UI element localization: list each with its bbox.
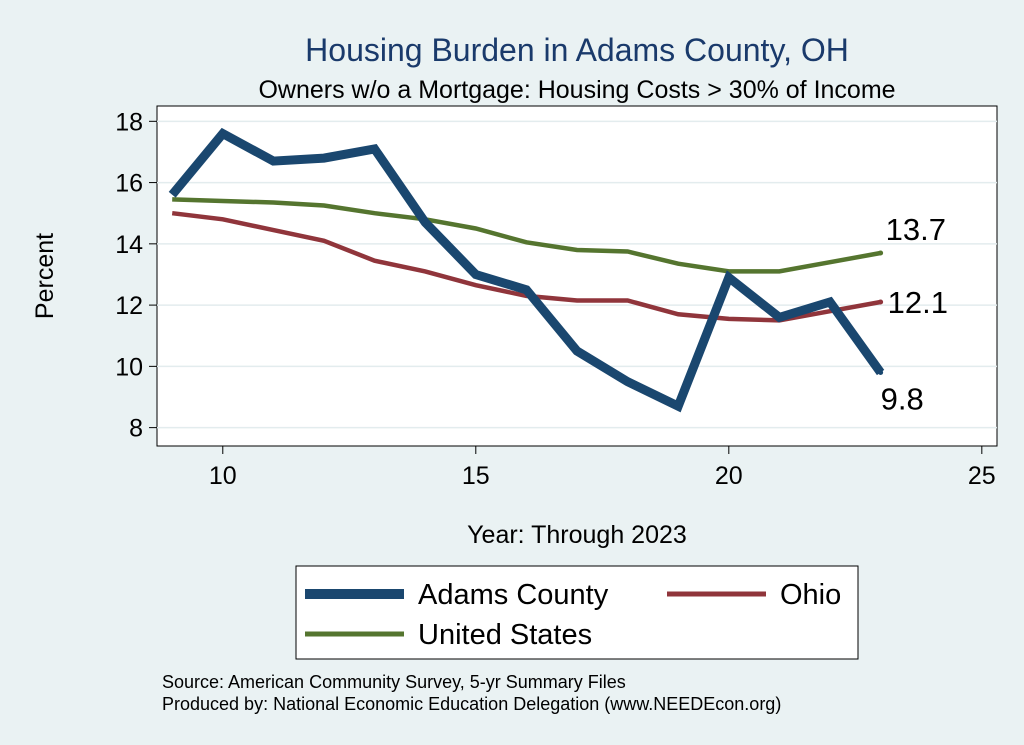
end-labels: 9.8 12.1 13.7 [878, 212, 948, 416]
y-tick-label: 12 [115, 292, 143, 320]
axes: 8 10 12 14 16 18 10 15 20 25 [115, 108, 997, 490]
gridlines [157, 120, 997, 429]
series-line-united-states [172, 197, 882, 274]
x-tick-label: 25 [968, 462, 996, 490]
end-label-united-states: 13.7 [886, 212, 946, 247]
series-line-adams-county [168, 127, 885, 413]
y-tick-label: 14 [115, 231, 143, 259]
chart-title: Housing Burden in Adams County, OH [305, 32, 849, 68]
end-marker-united-states [878, 250, 884, 256]
legend-label-ohio: Ohio [780, 579, 841, 611]
legend-label-adams-county: Adams County [418, 579, 609, 611]
x-tick-label: 15 [462, 462, 490, 490]
end-marker-ohio [878, 299, 884, 305]
x-axis-label: Year: Through 2023 [467, 521, 687, 549]
end-label-adams-county: 9.8 [881, 381, 924, 416]
end-marker-adams-county [878, 369, 884, 375]
y-tick-label: 16 [115, 170, 143, 198]
series-lines [168, 127, 885, 413]
legend: Adams County Ohio United States [295, 565, 859, 660]
y-tick-label: 8 [129, 415, 143, 443]
legend-label-united-states: United States [418, 619, 592, 651]
source-note: Source: American Community Survey, 5-yr … [162, 672, 626, 692]
y-tick-label: 10 [115, 353, 143, 381]
legend-box [295, 565, 859, 660]
x-tick-label: 10 [209, 462, 237, 490]
produced-by-note: Produced by: National Economic Education… [162, 694, 781, 714]
y-tick-label: 18 [115, 108, 143, 136]
x-tick-label: 20 [715, 462, 743, 490]
chart-subtitle: Owners w/o a Mortgage: Housing Costs > 3… [258, 76, 895, 104]
end-label-ohio: 12.1 [888, 285, 948, 320]
y-axis-label: Percent [31, 233, 59, 319]
